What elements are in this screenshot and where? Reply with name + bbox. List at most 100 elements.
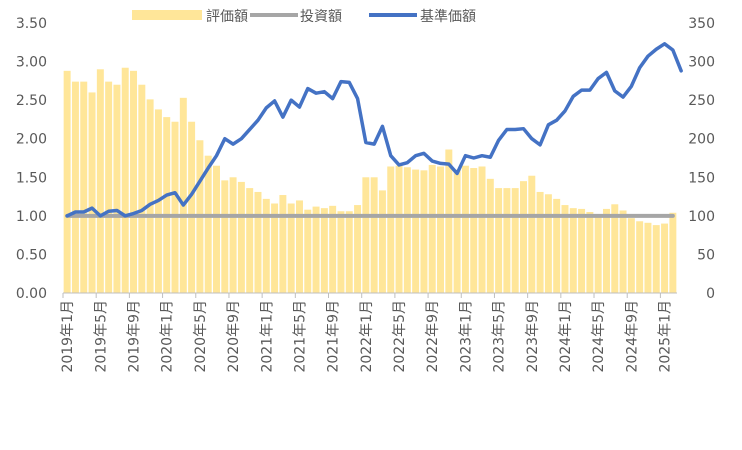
valuation-bar xyxy=(88,92,96,294)
valuation-bar xyxy=(146,99,154,294)
left-axis-tick-label: 3.00 xyxy=(16,55,47,71)
valuation-bar xyxy=(387,166,395,293)
valuation-bar xyxy=(362,177,370,293)
valuation-bar xyxy=(121,67,129,294)
x-axis-tick-label: 2019年1月 xyxy=(60,300,76,373)
series-lines xyxy=(65,42,683,218)
valuation-bar xyxy=(287,203,295,293)
right-axis-tick-label: 50 xyxy=(697,247,715,263)
x-axis-tick-label: 2024年5月 xyxy=(591,300,607,373)
valuation-bar xyxy=(511,188,519,293)
x-axis-tick-label: 2023年1月 xyxy=(458,300,474,373)
valuation-bar xyxy=(627,218,635,293)
valuation-bar xyxy=(279,195,287,293)
x-axis-tick-label: 2020年9月 xyxy=(226,300,242,373)
valuation-bar xyxy=(378,190,386,293)
valuation-bar xyxy=(403,167,411,293)
valuation-bar xyxy=(138,84,146,294)
valuation-bar xyxy=(594,215,602,293)
axes xyxy=(62,292,677,298)
valuation-bar xyxy=(221,180,229,293)
x-axis-tick-label: 2021年5月 xyxy=(292,300,308,373)
right-axis-tick-label: 350 xyxy=(688,16,715,32)
legend-label-valuation: 評価額 xyxy=(206,9,248,25)
x-axis-tick-label: 2022年5月 xyxy=(392,300,408,373)
x-axis-tick-label: 2020年1月 xyxy=(160,300,176,373)
legend-swatch-valuation xyxy=(132,10,202,20)
x-axis-tick-label: 2020年5月 xyxy=(193,300,209,373)
valuation-bar xyxy=(370,177,378,293)
valuation-bar xyxy=(602,208,610,293)
left-axis-ticks: 0.00 0.50 1.00 1.50 2.00 2.50 3.00 3.50 xyxy=(16,16,47,302)
valuation-bar xyxy=(437,166,445,293)
valuation-bar xyxy=(652,225,660,293)
x-axis-tick-label: 2019年9月 xyxy=(127,300,143,373)
valuation-bar xyxy=(237,181,245,293)
x-axis-tick-label: 2023年9月 xyxy=(525,300,541,373)
valuation-bar xyxy=(345,211,353,293)
valuation-bar xyxy=(486,178,494,293)
valuation-bars xyxy=(63,67,677,294)
x-axis-tick-label: 2023年5月 xyxy=(492,300,508,373)
left-axis-tick-label: 0.00 xyxy=(16,286,47,302)
valuation-bar xyxy=(320,208,328,293)
valuation-bar xyxy=(163,117,171,293)
legend-label-base-price: 基準価額 xyxy=(420,8,476,25)
valuation-bar xyxy=(329,205,337,293)
x-axis-tick-label: 2025年1月 xyxy=(658,300,674,373)
valuation-bar xyxy=(254,191,262,293)
valuation-bar xyxy=(586,212,594,293)
left-axis-tick-label: 1.50 xyxy=(16,170,47,186)
valuation-bar xyxy=(644,222,652,293)
valuation-bar xyxy=(412,169,420,293)
valuation-bar xyxy=(71,81,79,293)
valuation-bar xyxy=(428,164,436,293)
left-axis-tick-label: 0.50 xyxy=(16,247,47,263)
valuation-bar xyxy=(503,188,511,293)
valuation-bar xyxy=(470,168,478,293)
right-axis-ticks: 0 50 100 150 200 250 300 350 xyxy=(688,16,715,302)
valuation-bar xyxy=(179,97,187,293)
valuation-bar xyxy=(495,188,503,293)
right-axis-tick-label: 150 xyxy=(688,170,715,186)
valuation-bar xyxy=(113,84,121,294)
valuation-bar xyxy=(569,208,577,293)
valuation-bar xyxy=(478,166,486,293)
x-axis-tick-label: 2022年9月 xyxy=(425,300,441,373)
x-axis-ticks: 2019年1月 2019年5月 2019年9月 2020年1月 2020年5月 2020年… xyxy=(60,300,673,373)
right-axis-tick-label: 0 xyxy=(706,286,715,302)
valuation-bar xyxy=(246,188,254,293)
valuation-bar xyxy=(553,198,561,293)
right-axis-tick-label: 100 xyxy=(688,209,715,225)
left-axis-tick-label: 2.50 xyxy=(16,93,47,109)
left-axis-tick-label: 3.50 xyxy=(16,16,47,32)
valuation-bar xyxy=(661,223,669,293)
valuation-bar xyxy=(295,200,303,293)
valuation-bar xyxy=(188,121,196,294)
valuation-bar xyxy=(453,169,461,293)
valuation-bar xyxy=(445,149,453,293)
valuation-bar xyxy=(271,203,279,293)
valuation-bar xyxy=(96,69,104,293)
x-axis-tick-label: 2021年1月 xyxy=(259,300,275,373)
valuation-bar xyxy=(395,165,403,293)
valuation-bar xyxy=(63,70,71,293)
valuation-bar xyxy=(528,175,536,293)
left-axis-tick-label: 2.00 xyxy=(16,132,47,148)
right-axis-tick-label: 300 xyxy=(688,55,715,71)
x-axis-tick-label: 2019年5月 xyxy=(93,300,109,373)
right-axis-tick-label: 250 xyxy=(688,93,715,109)
valuation-bar xyxy=(461,165,469,293)
x-axis-tick-label: 2021年9月 xyxy=(326,300,342,373)
valuation-bar xyxy=(262,198,270,293)
x-axis-tick-label: 2022年1月 xyxy=(359,300,375,373)
left-axis-tick-label: 1.00 xyxy=(16,209,47,225)
valuation-bar xyxy=(420,170,428,293)
valuation-bar xyxy=(520,181,527,293)
valuation-bar xyxy=(105,81,113,293)
valuation-bar xyxy=(636,221,644,293)
x-axis-tick-label: 2024年9月 xyxy=(624,300,640,373)
valuation-bar xyxy=(204,155,212,293)
valuation-bar xyxy=(304,209,312,293)
